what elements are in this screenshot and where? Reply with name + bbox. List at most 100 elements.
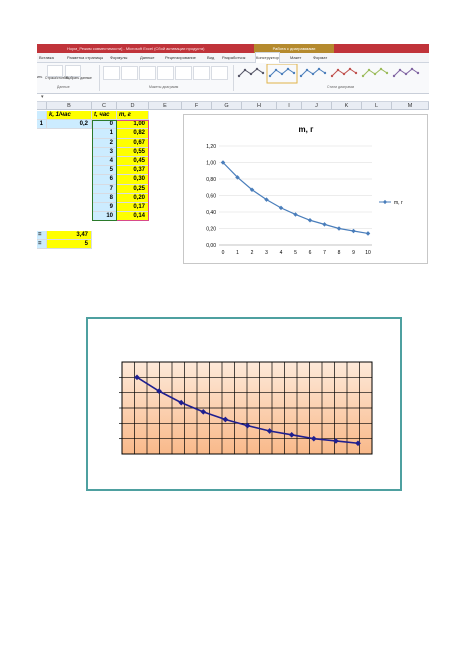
k-value[interactable]: 0,2 [47, 120, 92, 130]
column-header-d[interactable]: D [117, 102, 149, 110]
column-header-b[interactable]: B [47, 102, 92, 110]
t-value[interactable]: 4 [92, 157, 117, 167]
chart-style-selected-frame [266, 64, 298, 84]
chart-style-marker [268, 74, 272, 78]
m-value[interactable]: 0,45 [117, 157, 149, 167]
tab-insert[interactable]: Вставка [39, 55, 54, 60]
summary-value[interactable]: 5 [47, 239, 92, 249]
tab-layout[interactable]: Макет [290, 55, 302, 60]
m-value[interactable]: 0,14 [117, 212, 149, 222]
t-value[interactable]: 10 [92, 212, 117, 222]
t-value[interactable]: 1 [92, 129, 117, 139]
column-header-k[interactable]: K [332, 102, 362, 110]
ribbon-cut-label: ить [37, 75, 43, 79]
chart-layout-option[interactable] [139, 66, 156, 80]
m-value[interactable]: 0,55 [117, 147, 149, 157]
chart-style-marker [336, 68, 340, 72]
tab-formulas[interactable]: Формулы [110, 55, 128, 60]
m-value[interactable]: 1,00 [117, 120, 149, 130]
name-box-dropdown-icon[interactable]: ▾ [41, 94, 44, 100]
embedded-chart[interactable]: m, г 0,00 0,20 0,40 0,60 0,80 1,00 1,20 0 1 2 3 4 5… [183, 114, 428, 264]
summary-label[interactable]: = [37, 239, 47, 249]
column-header-c[interactable]: C [92, 102, 117, 110]
column-header-j[interactable]: J [302, 102, 332, 110]
row-cell[interactable] [37, 111, 47, 121]
tab-review[interactable]: Рецензирование [165, 55, 196, 60]
row-label[interactable]: 1 [37, 120, 47, 130]
t-value[interactable]: 5 [92, 166, 117, 176]
excel-window: Норм_Режим совместимости] - Microsoft Ex… [37, 44, 429, 266]
column-header-f[interactable]: F [182, 102, 212, 110]
summary-value[interactable]: 3,47 [47, 230, 92, 240]
x-tick-label: 4 [280, 250, 283, 256]
group-layouts-label: Макеты диаграмм [149, 85, 179, 89]
series-line [222, 162, 369, 235]
column-header-e[interactable]: E [149, 102, 182, 110]
header-m[interactable]: m, г [117, 111, 149, 121]
chart-style-marker [385, 71, 389, 75]
context-tab-group: Работа с диаграммами [254, 44, 334, 53]
x-tick-label: 2 [251, 250, 254, 256]
x-tick-label: 10 [365, 250, 371, 256]
m-value[interactable]: 0,82 [117, 129, 149, 139]
m-value[interactable]: 0,17 [117, 203, 149, 213]
ribbon: ить Строка/столбец Выбрать данные Данные… [37, 63, 429, 94]
x-tick-label: 7 [323, 250, 326, 256]
chart-layout-option[interactable] [211, 66, 228, 80]
ribbon-separator [99, 65, 100, 91]
tab-view[interactable]: Вид [207, 55, 215, 60]
tab-data[interactable]: Данные [140, 55, 155, 60]
data-point [293, 212, 298, 217]
select-data-button[interactable] [65, 65, 81, 77]
chart-layout-option[interactable] [103, 66, 120, 80]
data-point [178, 399, 185, 406]
t-value[interactable]: 0 [92, 120, 117, 130]
t-value[interactable]: 7 [92, 184, 117, 194]
header-t[interactable]: t, час [92, 111, 117, 121]
m-value[interactable]: 0,25 [117, 184, 149, 194]
switch-row-column-button[interactable] [47, 65, 63, 77]
data-point [310, 435, 317, 442]
chart-style-marker [342, 72, 346, 76]
t-value[interactable]: 8 [92, 193, 117, 203]
column-header-h[interactable]: H [242, 102, 277, 110]
t-value[interactable]: 2 [92, 138, 117, 148]
t-value[interactable]: 9 [92, 203, 117, 213]
tab-design[interactable]: Конструктор [255, 52, 280, 63]
ribbon-tabs: Вставка Разметка страницы Формулы Данные… [37, 52, 429, 63]
formula-bar[interactable]: ▾ [37, 94, 429, 102]
chart-styles-gallery[interactable] [235, 64, 427, 84]
chart-style-marker [255, 67, 259, 71]
m-value[interactable]: 0,30 [117, 175, 149, 185]
chart-svg [119, 361, 373, 455]
x-tick-label: 1 [236, 250, 239, 256]
column-header-m[interactable]: M [392, 102, 429, 110]
tab-developer[interactable]: Разработчик [222, 55, 246, 60]
y-tick-label: 0,80 [206, 177, 216, 183]
chart-style-marker [373, 72, 377, 76]
summary-label[interactable]: = [37, 230, 47, 240]
m-value[interactable]: 0,37 [117, 166, 149, 176]
m-value[interactable]: 0,20 [117, 193, 149, 203]
tab-format[interactable]: Формат [313, 55, 328, 60]
header-k[interactable]: k, 1/час [47, 111, 92, 121]
chart-layout-option[interactable] [157, 66, 174, 80]
chart-style-marker [348, 67, 352, 71]
legend-label: m, г [394, 200, 403, 206]
tab-page-layout[interactable]: Разметка страницы [67, 55, 104, 60]
m-value[interactable]: 0,67 [117, 138, 149, 148]
chart-style-marker [317, 67, 321, 71]
chart-layout-option[interactable] [193, 66, 210, 80]
chart-style-marker [379, 67, 383, 71]
column-header-g[interactable]: G [212, 102, 242, 110]
chart-layout-option[interactable] [121, 66, 138, 80]
data-point [365, 231, 371, 236]
column-header-l[interactable]: L [362, 102, 392, 110]
t-value[interactable]: 3 [92, 147, 117, 157]
chart-style-marker [311, 72, 315, 76]
ribbon-separator [233, 65, 234, 91]
column-header-i[interactable]: I [277, 102, 302, 110]
t-value[interactable]: 6 [92, 175, 117, 185]
chart-layout-option[interactable] [175, 66, 192, 80]
